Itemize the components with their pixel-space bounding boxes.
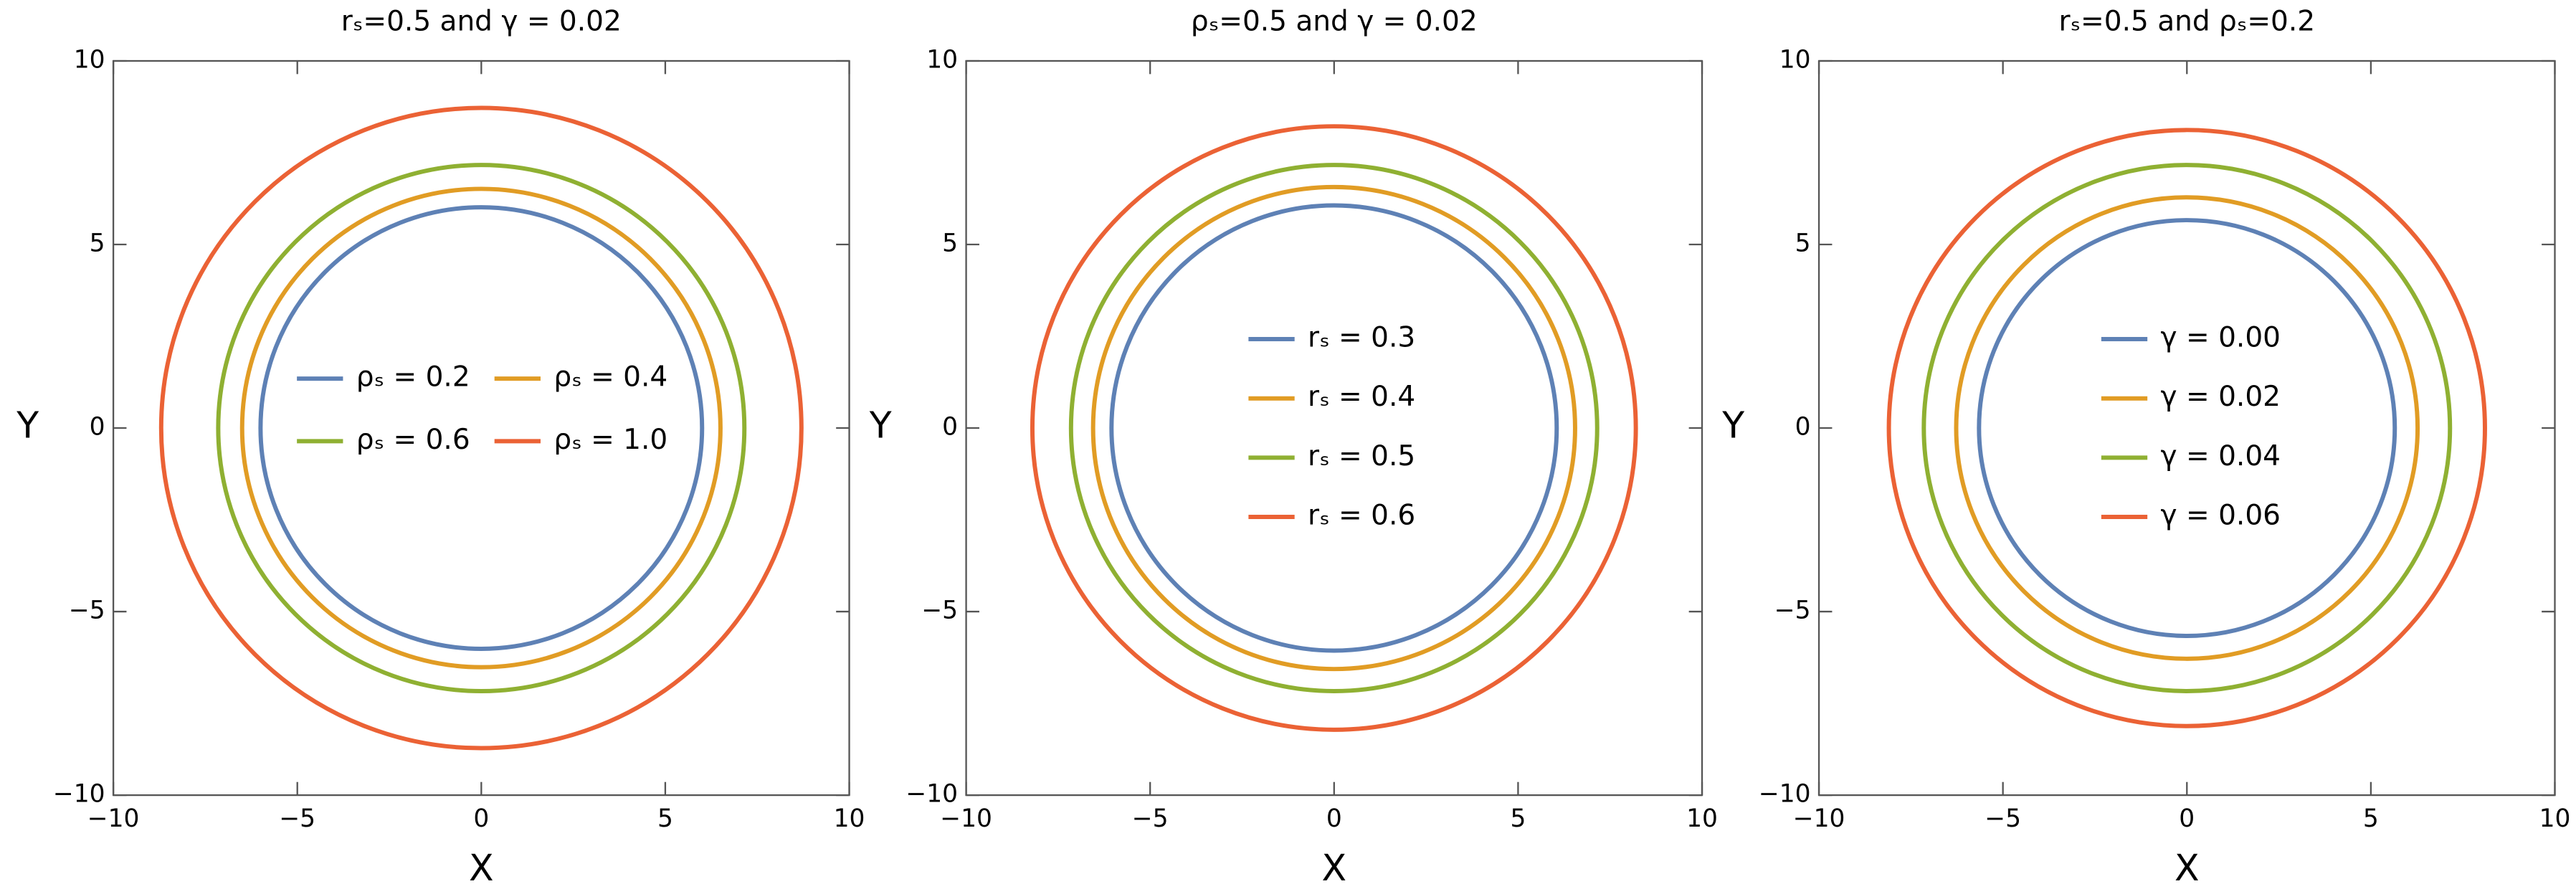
x-axis-label: X bbox=[2175, 847, 2200, 889]
y-tick-label: 10 bbox=[1779, 45, 1811, 74]
x-tick-label: 10 bbox=[1686, 804, 1718, 833]
circle-curve bbox=[1977, 218, 2397, 638]
circle-curve bbox=[216, 163, 747, 693]
y-tick-label: 5 bbox=[90, 229, 105, 258]
chart-title: rₛ=0.5 and ρₛ=0.2 bbox=[2058, 6, 2315, 38]
legend-label: γ = 0.02 bbox=[2161, 381, 2281, 413]
circle-curve bbox=[1109, 203, 1559, 653]
circle-curve bbox=[239, 186, 723, 670]
x-tick-label: −10 bbox=[87, 804, 140, 833]
y-tick-label: 10 bbox=[926, 45, 958, 74]
chart-title: ρₛ=0.5 and γ = 0.02 bbox=[1191, 6, 1478, 38]
y-tick-label: 10 bbox=[74, 45, 105, 74]
circle-curve bbox=[1954, 195, 2420, 661]
x-tick-label: 5 bbox=[657, 804, 673, 833]
circle-curve bbox=[258, 205, 705, 651]
legend-label: rₛ = 0.4 bbox=[1308, 381, 1415, 413]
legend-label: γ = 0.06 bbox=[2161, 500, 2281, 532]
y-tick-label: 0 bbox=[90, 413, 105, 442]
x-tick-label: 0 bbox=[473, 804, 489, 833]
circle-curve bbox=[1068, 163, 1600, 693]
plot-frame bbox=[1817, 60, 2556, 797]
x-axis-label: X bbox=[1321, 847, 1346, 889]
y-tick-label: −5 bbox=[921, 596, 958, 625]
x-tick-label: −5 bbox=[1132, 804, 1169, 833]
x-tick-label: 10 bbox=[834, 804, 865, 833]
legend-label: ρₛ = 1.0 bbox=[553, 424, 667, 456]
circle-curve bbox=[1090, 184, 1577, 672]
legend-label: rₛ = 0.3 bbox=[1308, 322, 1415, 354]
x-tick-label: −10 bbox=[1793, 804, 1845, 833]
x-tick-label: −5 bbox=[279, 804, 315, 833]
x-tick-label: 0 bbox=[2179, 804, 2195, 833]
y-tick-label: 0 bbox=[942, 413, 958, 442]
legend-label: rₛ = 0.5 bbox=[1308, 440, 1415, 472]
circle-curve bbox=[1886, 128, 2487, 728]
y-axis-label: Y bbox=[16, 404, 39, 447]
y-tick-label: 5 bbox=[942, 229, 958, 258]
legend-label: ρₛ = 0.2 bbox=[356, 361, 470, 394]
y-axis-label: Y bbox=[869, 404, 892, 447]
x-tick-label: 5 bbox=[1510, 804, 1526, 833]
x-tick-label: −5 bbox=[1985, 804, 2021, 833]
legend-label: ρₛ = 0.4 bbox=[553, 361, 667, 394]
legend-label: γ = 0.04 bbox=[2161, 440, 2281, 472]
y-tick-label: −5 bbox=[69, 596, 105, 625]
x-tick-label: −10 bbox=[940, 804, 992, 833]
y-tick-label: −10 bbox=[906, 780, 958, 809]
y-tick-label: −10 bbox=[53, 780, 105, 809]
legend-label: γ = 0.00 bbox=[2161, 322, 2281, 354]
y-tick-label: 5 bbox=[1795, 229, 1811, 258]
x-tick-label: 5 bbox=[2363, 804, 2379, 833]
x-tick-label: 10 bbox=[2539, 804, 2571, 833]
chart-title: rₛ=0.5 and γ = 0.02 bbox=[341, 6, 622, 38]
circle-curve bbox=[158, 105, 804, 751]
x-tick-label: 0 bbox=[1326, 804, 1342, 833]
legend-label: ρₛ = 0.6 bbox=[356, 424, 470, 456]
y-axis-label: Y bbox=[1721, 404, 1744, 447]
legend-label: rₛ = 0.6 bbox=[1308, 500, 1415, 532]
y-tick-label: −5 bbox=[1774, 596, 1811, 625]
plot-frame bbox=[112, 60, 850, 797]
y-tick-label: −10 bbox=[1759, 780, 1811, 809]
x-axis-label: X bbox=[469, 847, 494, 889]
circle-curve bbox=[1921, 163, 2453, 693]
circle-curve bbox=[1030, 124, 1638, 732]
y-tick-label: 0 bbox=[1795, 413, 1811, 442]
plot-frame bbox=[965, 60, 1703, 797]
